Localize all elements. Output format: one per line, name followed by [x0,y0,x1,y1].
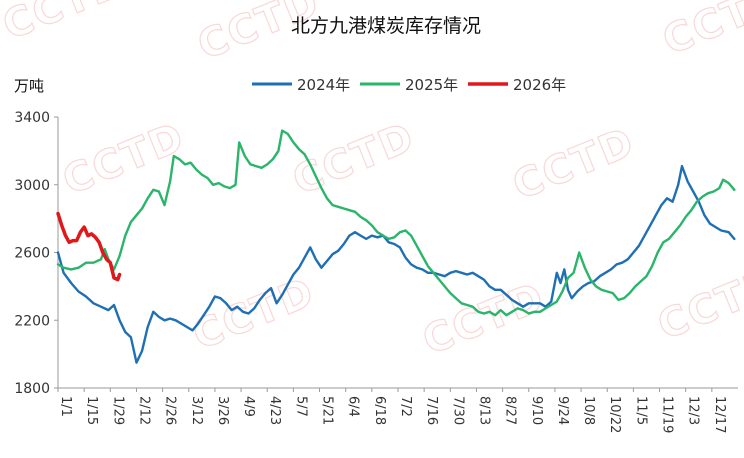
legend-label-2026: 2026年 [513,76,566,94]
watermark: CCTD [417,274,552,364]
chart-title: 北方九港煤炭库存情况 [291,15,481,37]
x-tick-label: 9/10 [529,396,544,425]
legend: 2024年 2025年 2026年 [252,76,566,94]
watermark: CCTD [57,114,192,204]
x-tick-label: 1/1 [58,396,73,417]
y-tick-label: 3000 [14,178,50,194]
watermark: CCTD [0,0,132,49]
x-tick-label: 7/16 [424,396,439,425]
y-tick-label: 3400 [14,110,50,126]
watermark: CCTD [652,259,744,349]
x-tick-label: 5/21 [320,396,335,425]
x-tick-label: 2/26 [163,396,178,425]
y-tick-label: 2200 [14,313,50,329]
legend-label-2025: 2025年 [405,76,458,94]
x-tick-label: 6/18 [372,396,387,425]
x-tick-label: 7/30 [450,396,465,425]
x-tick-label: 8/13 [476,396,491,425]
series-line-2024 [56,164,736,364]
x-tick-label: 11/19 [660,396,675,433]
x-tick-label: 11/5 [633,396,648,425]
x-tick-label: 5/7 [293,396,308,417]
x-tick-label: 4/23 [267,396,282,425]
x-tick-label: 3/26 [215,396,230,425]
y-axis-unit: 万吨 [14,77,44,95]
x-tick-label: 3/12 [189,396,204,425]
x-tick-label: 10/22 [607,396,622,433]
x-tick-label: 7/2 [398,396,413,417]
legend-label-2024: 2024年 [297,76,350,94]
watermark: CCTD [657,0,744,64]
x-tick-label: 1/29 [110,396,125,425]
watermark-layer: CCTD CCTD CCTD CCTD CCTD CCTD CCTD CCTD … [0,0,744,365]
y-tick-label: 2600 [14,246,50,262]
series-line-2025 [56,129,736,317]
x-tick-label: 2/12 [136,396,151,425]
y-axis-ticks: 1800 2200 2600 3000 3400 [14,110,58,397]
x-tick-label: 12/3 [686,396,701,425]
series-lines [56,129,736,364]
watermark: CCTD [507,119,642,209]
x-axis-ticks: 1/1 1/15 1/29 2/12 2/26 3/12 3/26 4/9 4/23 5/7 5/2… [57,388,727,433]
x-tick-label: 6/4 [346,396,361,417]
x-tick-label: 8/27 [503,396,518,425]
x-tick-label: 12/17 [712,396,727,433]
series-line-2026 [56,211,122,282]
watermark: CCTD [187,269,322,359]
x-tick-label: 1/15 [84,396,99,425]
x-tick-label: 10/8 [581,396,596,425]
x-tick-label: 4/9 [241,396,256,417]
y-tick-label: 1800 [14,381,50,397]
x-tick-label: 9/24 [555,396,570,425]
